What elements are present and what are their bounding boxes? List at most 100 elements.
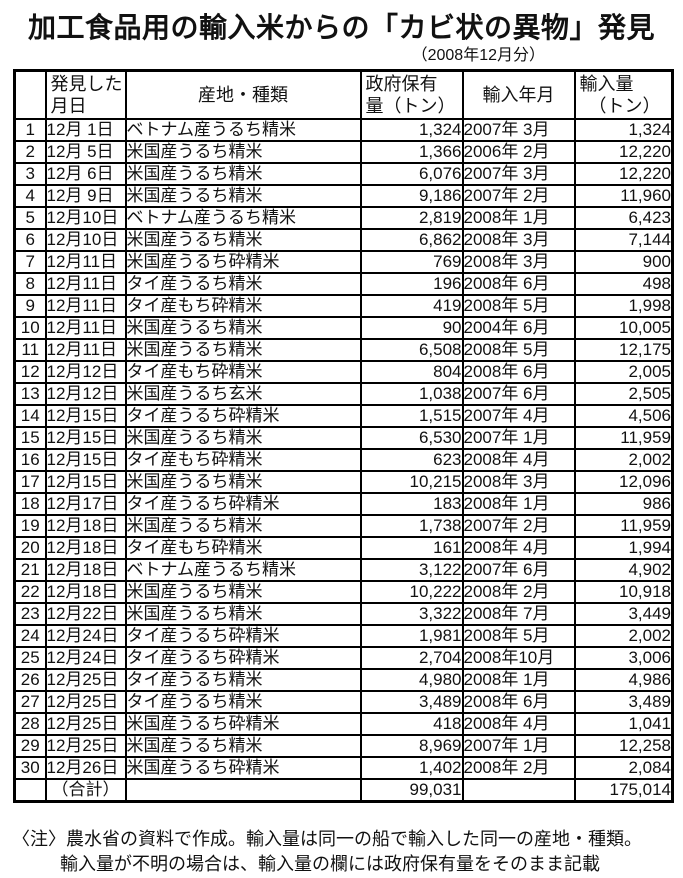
cell-discovery-date: 12月12日 [44, 382, 127, 406]
cell-gov-holdings: 161 [359, 536, 464, 560]
cell-import-amount: 12,175 [573, 338, 674, 362]
table-row: 5 12月10日 ベトナム産うるち精米 2,819 2008年 1月 6,423 [13, 206, 674, 230]
cell-discovery-date: 12月15日 [44, 404, 127, 428]
table-row: 21 12月18日 ベトナム産うるち精米 3,122 2007年 6月 4,90… [13, 558, 674, 582]
cell-row-number: 5 [13, 206, 47, 230]
cell-import-month: 2008年 5月 [461, 624, 576, 648]
cell-import-amount: 10,918 [573, 580, 674, 604]
total-origin-cell [124, 778, 362, 803]
cell-row-number: 3 [13, 162, 47, 186]
cell-import-month: 2008年 1月 [461, 206, 576, 230]
cell-discovery-date: 12月10日 [44, 228, 127, 252]
cell-row-number: 12 [13, 360, 47, 384]
cell-gov-holdings: 1,981 [359, 624, 464, 648]
cell-origin-type: ベトナム産うるち精米 [124, 206, 362, 230]
cell-gov-holdings: 623 [359, 448, 464, 472]
table-row: 27 12月25日 タイ産うるち精米 3,489 2008年 6月 3,489 [13, 690, 674, 714]
cell-origin-type: 米国産うるち砕精米 [124, 756, 362, 780]
cell-gov-holdings: 1,366 [359, 140, 464, 164]
cell-row-number: 29 [13, 734, 47, 758]
cell-import-month: 2007年 2月 [461, 184, 576, 208]
cell-import-month: 2007年 3月 [461, 162, 576, 186]
cell-import-month: 2008年 4月 [461, 448, 576, 472]
cell-row-number: 26 [13, 668, 47, 692]
footnote-line-1: 〈注〉農水省の資料で作成。輸入量は同一の船で輸入した同一の産地・種類。 [12, 829, 642, 849]
cell-origin-type: 米国産うるち精米 [124, 470, 362, 494]
page-title: 加工食品用の輸入米からの「カビ状の異物」発見 [27, 12, 655, 43]
cell-row-number: 28 [13, 712, 47, 736]
cell-discovery-date: 12月10日 [44, 206, 127, 230]
header-no [13, 69, 47, 120]
cell-import-amount: 12,258 [573, 734, 674, 758]
cell-import-month: 2007年 1月 [461, 426, 576, 450]
cell-row-number: 17 [13, 470, 47, 494]
cell-discovery-date: 12月18日 [44, 536, 127, 560]
cell-origin-type: 米国産うるち精米 [124, 514, 362, 538]
cell-gov-holdings: 3,489 [359, 690, 464, 714]
cell-discovery-date: 12月 1日 [44, 118, 127, 142]
cell-import-month: 2008年 5月 [461, 294, 576, 318]
cell-import-month: 2008年 7月 [461, 602, 576, 626]
cell-discovery-date: 12月18日 [44, 580, 127, 604]
cell-import-month: 2008年 6月 [461, 690, 576, 714]
cell-import-month: 2007年 2月 [461, 514, 576, 538]
footnote: 〈注〉農水省の資料で作成。輸入量は同一の船で輸入した同一の産地・種類。 輸入量が… [12, 827, 683, 877]
cell-origin-type: 米国産うるち精米 [124, 316, 362, 340]
cell-row-number: 19 [13, 514, 47, 538]
table-row: 15 12月15日 米国産うるち精米 6,530 2007年 1月 11,959 [13, 426, 674, 450]
cell-gov-holdings: 8,969 [359, 734, 464, 758]
cell-row-number: 9 [13, 294, 47, 318]
cell-discovery-date: 12月 5日 [44, 140, 127, 164]
cell-discovery-date: 12月25日 [44, 668, 127, 692]
cell-gov-holdings: 9,186 [359, 184, 464, 208]
cell-gov-holdings: 1,324 [359, 118, 464, 142]
cell-gov-holdings: 3,322 [359, 602, 464, 626]
header-import-month: 輸入年月 [461, 69, 576, 120]
cell-import-month: 2007年 6月 [461, 382, 576, 406]
table-row: 28 12月25日 米国産うるち砕精米 418 2008年 4月 1,041 [13, 712, 674, 736]
cell-import-amount: 12,096 [573, 470, 674, 494]
cell-row-number: 22 [13, 580, 47, 604]
cell-import-month: 2007年 3月 [461, 118, 576, 142]
cell-discovery-date: 12月25日 [44, 690, 127, 714]
cell-import-amount: 498 [573, 272, 674, 296]
cell-discovery-date: 12月15日 [44, 426, 127, 450]
table-row: 9 12月11日 タイ産もち砕精米 419 2008年 5月 1,998 [13, 294, 674, 318]
cell-discovery-date: 12月15日 [44, 448, 127, 472]
cell-row-number: 10 [13, 316, 47, 340]
cell-row-number: 30 [13, 756, 47, 780]
cell-origin-type: 米国産うるち精米 [124, 184, 362, 208]
cell-import-month: 2007年 4月 [461, 404, 576, 428]
footnote-line-2: 輸入量が不明の場合は、輸入量の欄には政府保有量をそのまま記載 [60, 854, 600, 874]
cell-row-number: 21 [13, 558, 47, 582]
cell-import-month: 2008年 2月 [461, 580, 576, 604]
cell-gov-holdings: 1,038 [359, 382, 464, 406]
cell-import-month: 2004年 6月 [461, 316, 576, 340]
cell-discovery-date: 12月26日 [44, 756, 127, 780]
cell-row-number: 27 [13, 690, 47, 714]
cell-discovery-date: 12月11日 [44, 272, 127, 296]
table-row: 1 12月 1日 ベトナム産うるち精米 1,324 2007年 3月 1,324 [13, 118, 674, 142]
cell-import-amount: 2,002 [573, 448, 674, 472]
table-row: 19 12月18日 米国産うるち精米 1,738 2007年 2月 11,959 [13, 514, 674, 538]
cell-row-number: 2 [13, 140, 47, 164]
cell-row-number: 24 [13, 624, 47, 648]
cell-import-amount: 2,002 [573, 624, 674, 648]
cell-gov-holdings: 6,508 [359, 338, 464, 362]
header-origin-type: 産地・種類 [124, 69, 362, 120]
table-row: 11 12月11日 米国産うるち精米 6,508 2008年 5月 12,175 [13, 338, 674, 362]
cell-discovery-date: 12月 9日 [44, 184, 127, 208]
cell-discovery-date: 12月17日 [44, 492, 127, 516]
table-row: 24 12月24日 タイ産うるち砕精米 1,981 2008年 5月 2,002 [13, 624, 674, 648]
cell-origin-type: 米国産うるち精米 [124, 338, 362, 362]
cell-row-number: 18 [13, 492, 47, 516]
cell-import-month: 2008年 3月 [461, 228, 576, 252]
table-row: 8 12月11日 タイ産うるち精米 196 2008年 6月 498 [13, 272, 674, 296]
cell-gov-holdings: 419 [359, 294, 464, 318]
cell-origin-type: ベトナム産うるち精米 [124, 558, 362, 582]
cell-gov-holdings: 2,819 [359, 206, 464, 230]
cell-origin-type: 米国産うるち精米 [124, 426, 362, 450]
cell-import-amount: 2,084 [573, 756, 674, 780]
cell-origin-type: 米国産うるち砕精米 [124, 250, 362, 274]
cell-origin-type: 米国産うるち精米 [124, 228, 362, 252]
